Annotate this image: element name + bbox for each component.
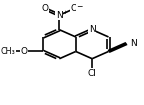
Text: O: O	[71, 4, 78, 13]
Text: +: +	[62, 10, 67, 15]
Text: −: −	[76, 2, 83, 11]
Text: O: O	[21, 47, 28, 56]
Text: O: O	[41, 4, 48, 13]
Text: N: N	[89, 25, 95, 34]
Text: Cl: Cl	[88, 69, 97, 78]
Text: N: N	[130, 39, 137, 48]
Text: CH₃: CH₃	[1, 47, 15, 56]
Text: N: N	[56, 11, 63, 20]
